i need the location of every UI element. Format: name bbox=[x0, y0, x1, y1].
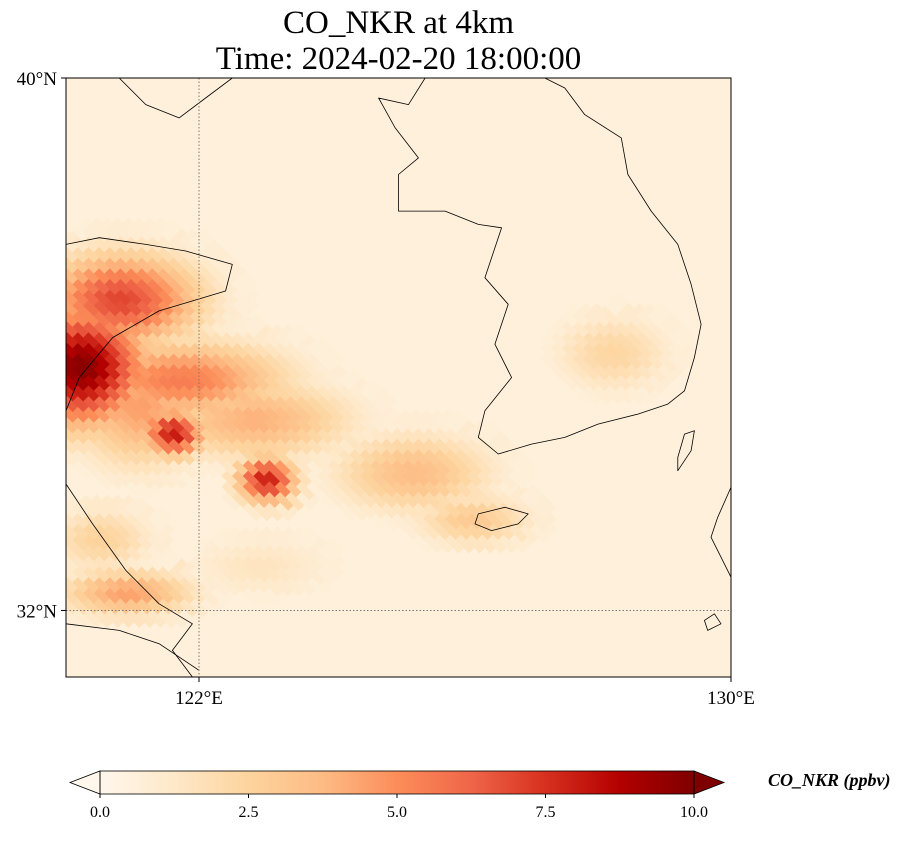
field-cell bbox=[66, 377, 68, 405]
colorbar-extend-max bbox=[693, 770, 726, 795]
field-cell bbox=[19, 431, 46, 458]
colorbar-extend-min bbox=[68, 770, 101, 795]
field-cell bbox=[66, 537, 68, 564]
field-cell bbox=[19, 345, 46, 372]
map-subtitle-time: Time: 2024-02-20 18:00:00 bbox=[215, 41, 582, 77]
field-cell bbox=[66, 345, 68, 373]
field-cell bbox=[66, 409, 68, 437]
field-cell bbox=[19, 260, 46, 287]
field-cell bbox=[30, 303, 57, 330]
field-cell bbox=[30, 377, 57, 404]
coastline-tsushima bbox=[677, 430, 695, 472]
colorbar: 0.0 2.5 5.0 7.5 10.0 bbox=[68, 770, 726, 821]
field-cell bbox=[30, 409, 57, 436]
field-cell bbox=[19, 377, 46, 404]
field-cell bbox=[19, 409, 46, 436]
colorbar-tick-label: 0.0 bbox=[90, 804, 110, 821]
field-cell bbox=[66, 249, 68, 277]
field-cell bbox=[19, 388, 46, 415]
field-cell bbox=[66, 398, 68, 426]
coastline-kyushu-islet bbox=[704, 613, 722, 631]
field-cell bbox=[66, 526, 68, 554]
coastline-jiangsu-coast bbox=[66, 483, 193, 677]
field-cell bbox=[30, 345, 57, 372]
field-cell bbox=[30, 441, 57, 468]
field-cell bbox=[66, 302, 68, 330]
coastline-kyushu-coast bbox=[710, 487, 731, 578]
field-cell bbox=[66, 260, 68, 288]
field-cell bbox=[66, 324, 68, 352]
field-cell bbox=[19, 356, 46, 383]
colorbar-tick-label: 7.5 bbox=[536, 804, 556, 821]
field-cell bbox=[19, 367, 46, 394]
field-cell bbox=[19, 420, 46, 447]
field-cell bbox=[66, 569, 68, 596]
field-cell bbox=[66, 430, 68, 458]
field-cell bbox=[66, 281, 68, 309]
field-cell bbox=[66, 270, 68, 298]
colorbar-tick-label: 10.0 bbox=[680, 804, 708, 821]
field-cell bbox=[19, 282, 46, 309]
coastline-jeju bbox=[474, 506, 529, 531]
field-cell bbox=[19, 335, 46, 362]
field-cell bbox=[30, 313, 57, 340]
field-cell bbox=[30, 367, 57, 394]
field-cell bbox=[30, 271, 57, 298]
field-cell bbox=[66, 356, 68, 383]
field-cell bbox=[19, 271, 46, 298]
field-cell bbox=[30, 431, 57, 458]
lat-tick-label: 32°N bbox=[17, 601, 58, 622]
lon-tick-label: 122°E bbox=[175, 688, 223, 709]
field-cell bbox=[30, 569, 57, 596]
field-cell bbox=[19, 313, 46, 340]
field-cell bbox=[30, 324, 57, 351]
colorbar-gradient bbox=[100, 771, 694, 794]
field-cell bbox=[66, 313, 68, 341]
field-cell bbox=[66, 505, 68, 533]
field-cell bbox=[30, 292, 57, 319]
field-cell bbox=[19, 292, 46, 319]
field-cell bbox=[19, 324, 46, 351]
field-cell bbox=[30, 239, 57, 266]
coastlines bbox=[66, 78, 731, 677]
field-cell bbox=[66, 292, 68, 320]
colorbar-label: CO_NKR (ppbv) bbox=[768, 770, 891, 790]
field-cell bbox=[66, 441, 68, 469]
lon-tick-label: 130°E bbox=[707, 688, 755, 709]
coastline-liaodong-coast bbox=[118, 78, 233, 119]
concentration-field bbox=[19, 78, 731, 677]
field-cell bbox=[19, 303, 46, 330]
field-cell bbox=[30, 250, 57, 277]
coastline-korea-mainland bbox=[378, 78, 702, 455]
map-axis-ticks: 40°N 32°N 122°E 130°E bbox=[17, 69, 755, 709]
field-cell bbox=[19, 239, 46, 266]
map-title: CO_NKR at 4km bbox=[283, 5, 514, 41]
lat-tick-label: 40°N bbox=[17, 69, 58, 90]
field-cell bbox=[19, 399, 46, 426]
field-cell bbox=[66, 238, 68, 266]
coastline-shandong-coast bbox=[66, 237, 233, 411]
field-cell bbox=[66, 334, 68, 362]
colorbar-tick-label: 2.5 bbox=[239, 804, 259, 821]
field-cell bbox=[30, 260, 57, 287]
gridlines bbox=[66, 78, 731, 677]
field-cell bbox=[30, 282, 57, 309]
field-cell bbox=[30, 335, 57, 362]
colorbar-tick-label: 5.0 bbox=[387, 804, 407, 821]
map-frame bbox=[65, 77, 732, 678]
field-cell bbox=[30, 356, 57, 383]
field-cell bbox=[30, 399, 57, 426]
field-cell bbox=[66, 228, 68, 256]
field-cell bbox=[66, 388, 68, 415]
field-cell bbox=[19, 250, 46, 277]
field-cell bbox=[30, 420, 57, 447]
field-cell bbox=[66, 419, 68, 447]
field-cell bbox=[66, 515, 68, 543]
field-cell bbox=[66, 366, 68, 394]
field-cell bbox=[30, 388, 57, 415]
coastline-yangtze-south-bank bbox=[66, 623, 200, 671]
